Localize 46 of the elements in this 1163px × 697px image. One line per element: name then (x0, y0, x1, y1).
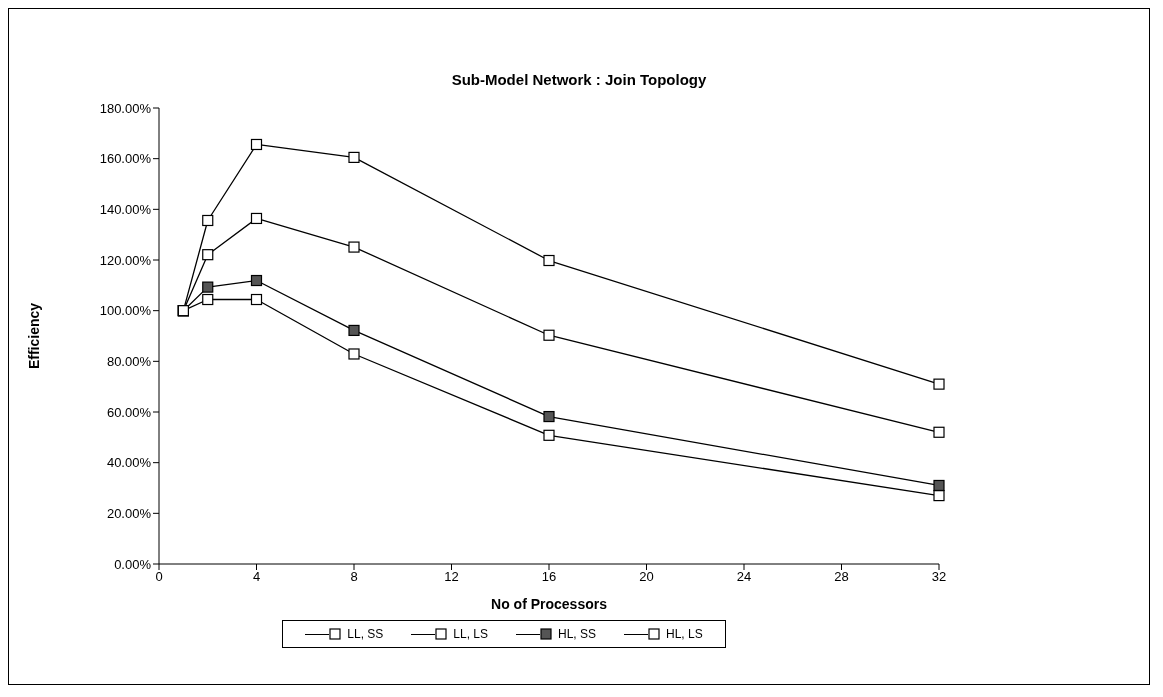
point (202, 293, 214, 306)
legend-label: HL, LS (666, 627, 703, 641)
y-tick-label: 0.00% (114, 556, 152, 572)
point (933, 378, 945, 390)
y-tick-label: 120.00% (99, 252, 152, 268)
y-tick-label: 140.00% (99, 201, 152, 217)
point (543, 254, 555, 267)
x-tick-label: 28 (834, 569, 849, 585)
point (348, 348, 360, 360)
point (933, 490, 945, 502)
y-axis-title: Efficiency (25, 302, 42, 370)
chart-title: Sub-Model Network : Join Topology (450, 71, 708, 88)
x-tick-label: 32 (931, 569, 947, 585)
legend-label: LL, LS (453, 627, 489, 641)
point (250, 293, 263, 306)
point (933, 479, 945, 492)
y-tick-label: 60.00% (106, 404, 152, 420)
point (348, 151, 360, 163)
y-tick-label: 80.00% (106, 353, 152, 369)
x-tick-label: 4 (252, 569, 261, 585)
legend-label: LL, SS (347, 627, 384, 641)
y-tick-label: 20.00% (106, 505, 152, 521)
point (543, 329, 555, 341)
point (543, 429, 555, 441)
y-tick-label: 180.00% (99, 100, 152, 116)
point (202, 214, 214, 227)
x-axis-title: No of Processors (491, 596, 608, 612)
x-tick-label: 20 (639, 569, 654, 585)
point (348, 241, 360, 253)
x-tick-label: 8 (350, 569, 358, 585)
point (250, 212, 263, 225)
x-tick-label: 16 (541, 569, 557, 585)
y-tick-label: 40.00% (106, 455, 152, 471)
point (202, 249, 214, 261)
point (348, 324, 360, 337)
point (250, 138, 263, 151)
y-tick-label: 160.00% (99, 151, 152, 167)
point (202, 281, 214, 293)
point (250, 274, 263, 287)
x-tick-label: 24 (736, 569, 752, 585)
x-tick-label: 12 (444, 569, 459, 585)
y-tick-label: 100.00% (99, 303, 152, 319)
point (933, 426, 945, 438)
point (543, 410, 555, 423)
x-tick-label: 0 (155, 569, 163, 585)
legend-label: HL, SS (558, 627, 597, 641)
